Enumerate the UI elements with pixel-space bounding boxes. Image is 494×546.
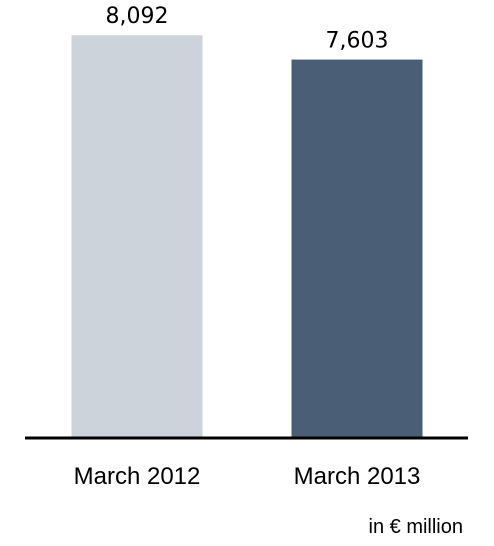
category-label-0: March 2012 xyxy=(74,463,201,490)
data-labels-layer: 8,092 7,603 xyxy=(106,4,389,53)
data-label-1: 7,603 xyxy=(326,29,389,54)
bar-1 xyxy=(291,59,423,439)
bar-0 xyxy=(71,35,203,439)
data-label-0: 8,092 xyxy=(106,4,169,29)
category-labels-layer: March 2012 March 2013 xyxy=(74,463,421,490)
category-label-1: March 2013 xyxy=(294,463,421,490)
unit-note: in € million xyxy=(369,516,463,538)
bars-layer xyxy=(71,35,423,439)
